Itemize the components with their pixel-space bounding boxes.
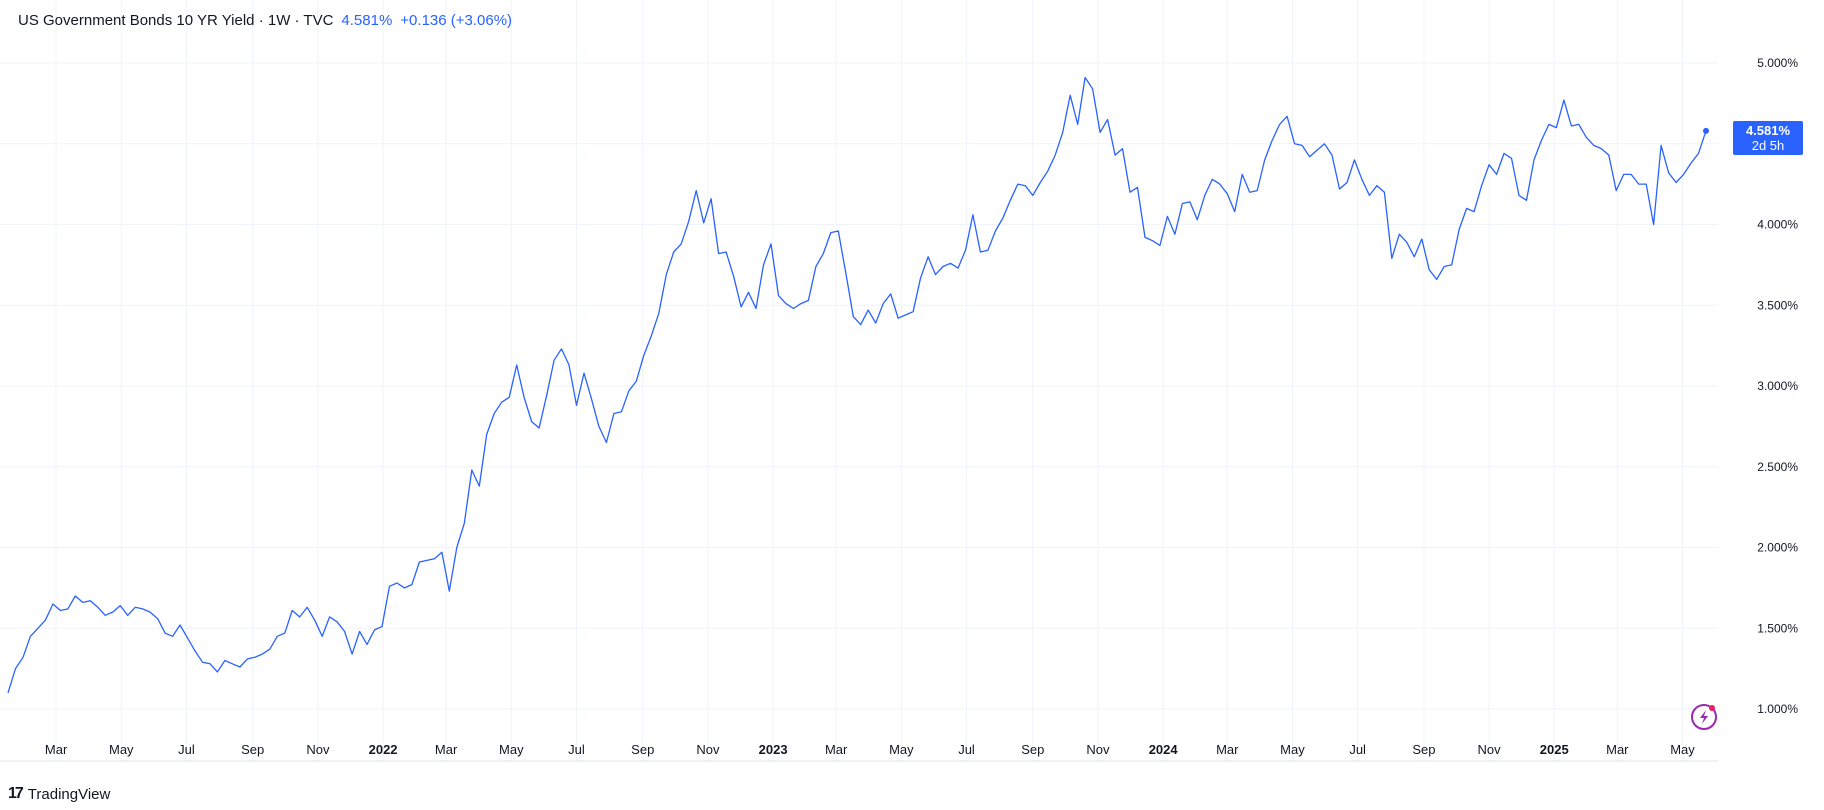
price-label: 4.581% 2d 5h bbox=[1733, 121, 1803, 155]
y-tick-label: 3.000% bbox=[1757, 379, 1798, 393]
x-tick-label: Jul bbox=[1349, 742, 1366, 757]
y-tick-label: 1.500% bbox=[1757, 621, 1798, 635]
x-tick-label: Sep bbox=[1412, 742, 1435, 757]
x-tick-label: Mar bbox=[435, 742, 458, 757]
x-tick-label: May bbox=[1670, 742, 1695, 757]
x-tick-label: Nov bbox=[1478, 742, 1502, 757]
y-tick-label: 1.000% bbox=[1757, 702, 1798, 716]
x-tick-label: Mar bbox=[1606, 742, 1629, 757]
x-tick-label: Jul bbox=[178, 742, 195, 757]
x-tick-label: Nov bbox=[1086, 742, 1110, 757]
y-tick-label: 3.500% bbox=[1757, 298, 1798, 312]
y-tick-label: 4.000% bbox=[1757, 218, 1798, 232]
chart-header: US Government Bonds 10 YR Yield · 1W · T… bbox=[18, 12, 512, 29]
x-tick-label: Mar bbox=[825, 742, 848, 757]
flash-icon[interactable] bbox=[1691, 704, 1717, 730]
x-tick-label: May bbox=[889, 742, 914, 757]
y-axis[interactable]: 1.000% 1.500% 2.000% 2.500% 3.000% 3.500% 4.00… bbox=[1757, 56, 1798, 716]
x-tick-label: Mar bbox=[1216, 742, 1239, 757]
series-layer bbox=[7, 76, 1709, 694]
x-tick-label: May bbox=[499, 742, 524, 757]
x-tick-label: Mar bbox=[45, 742, 68, 757]
price-label-bg bbox=[1733, 121, 1803, 155]
price-label-value: 4.581% bbox=[1746, 123, 1791, 138]
symbol-title[interactable]: US Government Bonds 10 YR Yield · 1W · T… bbox=[18, 12, 334, 29]
x-tick-label: Nov bbox=[696, 742, 720, 757]
tradingview-logo[interactable]: 17 TradingView bbox=[8, 783, 110, 805]
series-line[interactable] bbox=[7, 76, 1707, 694]
x-tick-label: May bbox=[1280, 742, 1305, 757]
x-tick-label-year: 2023 bbox=[759, 742, 788, 757]
horizontal-grid bbox=[0, 62, 1718, 710]
y-tick-label: 5.000% bbox=[1757, 56, 1798, 70]
last-point-marker bbox=[1703, 127, 1709, 134]
x-axis[interactable]: Mar May Jul Sep Nov 2022 Mar May Jul Sep Nov 2023 Ma… bbox=[45, 742, 1695, 757]
x-tick-label: Sep bbox=[1021, 742, 1044, 757]
x-tick-label: Jul bbox=[958, 742, 975, 757]
vertical-grid bbox=[55, 0, 1683, 761]
tradingview-brand-text: TradingView bbox=[27, 785, 111, 803]
y-tick-label: 2.500% bbox=[1757, 460, 1798, 474]
last-value: 4.581% bbox=[341, 12, 393, 29]
price-label-countdown: 2d 5h bbox=[1752, 138, 1785, 153]
x-tick-label-year: 2025 bbox=[1540, 742, 1569, 757]
x-tick-label: Sep bbox=[241, 742, 264, 757]
x-tick-label: May bbox=[109, 742, 134, 757]
x-tick-label-year: 2024 bbox=[1149, 742, 1179, 757]
x-tick-label: Sep bbox=[631, 742, 654, 757]
x-tick-label-year: 2022 bbox=[369, 742, 398, 757]
x-tick-label: Nov bbox=[306, 742, 330, 757]
tradingview-logo-icon: 17 bbox=[8, 785, 24, 802]
y-tick-label: 2.000% bbox=[1757, 541, 1798, 555]
x-tick-label: Jul bbox=[568, 742, 585, 757]
change-value: +0.136 (+3.06%) bbox=[400, 12, 513, 29]
